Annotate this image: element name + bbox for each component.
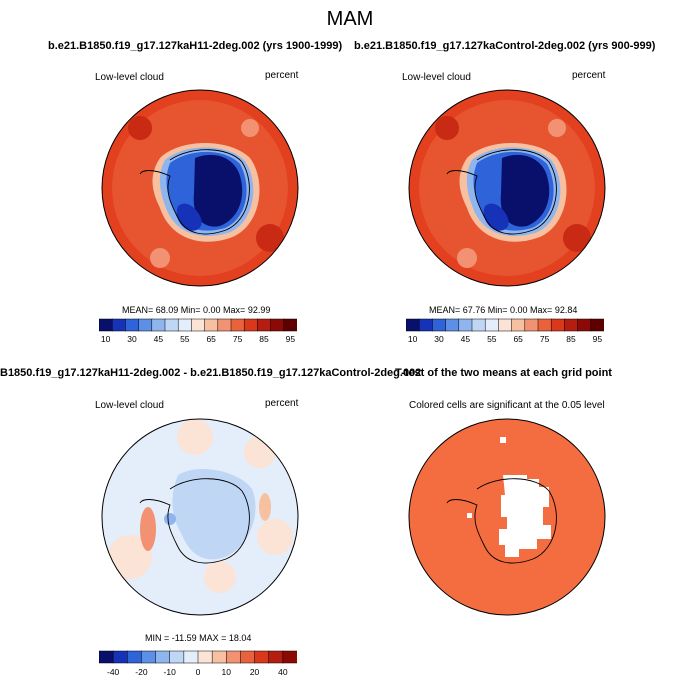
- colorbar-tick-label: 20: [249, 667, 260, 677]
- panel-1-variable-label: Low-level cloud: [95, 72, 164, 83]
- panel-3-colorbar: [99, 650, 297, 664]
- colorbar-swatch: [183, 650, 199, 664]
- colorbar-swatch: [111, 318, 126, 332]
- colorbar-tick-label: 10: [407, 334, 418, 344]
- colorbar-swatch: [268, 650, 284, 664]
- colorbar-tick-label: 65: [206, 334, 216, 344]
- colorbar-swatch: [99, 650, 114, 664]
- colorbar-swatch: [197, 650, 213, 664]
- panel-3-units-label: percent: [265, 398, 299, 409]
- colorbar-swatch: [418, 318, 433, 332]
- colorbar-swatch: [191, 318, 206, 332]
- map-panel-4: [408, 418, 606, 616]
- map-panel-2: [408, 89, 606, 287]
- colorbar-swatch: [432, 318, 447, 332]
- colorbar-swatch: [564, 318, 579, 332]
- colorbar-swatch: [112, 650, 128, 664]
- panel-1-stats: MEAN= 68.09 Min= 0.00 Max= 92.99: [122, 305, 271, 315]
- colorbar-swatch: [282, 650, 297, 664]
- colorbar-swatch: [550, 318, 565, 332]
- colorbar-swatch: [230, 318, 245, 332]
- colorbar-swatch: [471, 318, 486, 332]
- colorbar-tick-label: 0: [195, 667, 201, 677]
- panel-1-units-label: percent: [265, 70, 299, 81]
- panel-3-variable-label: Low-level cloud: [95, 400, 164, 411]
- colorbar-swatch: [537, 318, 552, 332]
- colorbar-swatch: [498, 318, 513, 332]
- colorbar-swatch: [243, 318, 258, 332]
- colorbar-swatch: [257, 318, 272, 332]
- colorbar-swatch: [138, 318, 153, 332]
- colorbar-swatch: [458, 318, 473, 332]
- colorbar-tick-label: 45: [153, 334, 164, 344]
- colorbar-swatch: [524, 318, 539, 332]
- panel-1-title: b.e21.B1850.f19_g17.127kaH11-2deg.002 (y…: [48, 40, 343, 52]
- colorbar-tick-label: -20: [135, 667, 148, 677]
- colorbar-swatch: [445, 318, 460, 332]
- colorbar-tick-label: 65: [513, 334, 523, 344]
- panel-2-variable-label: Low-level cloud: [402, 72, 471, 83]
- colorbar-swatch: [155, 650, 171, 664]
- colorbar-swatch: [127, 650, 142, 664]
- panel-3-stats: MIN = -11.59 MAX = 18.04: [145, 633, 252, 643]
- colorbar-tick-label: 10: [221, 667, 232, 677]
- colorbar-swatch: [164, 318, 179, 332]
- colorbar-swatch: [204, 318, 219, 332]
- colorbar-swatch: [99, 318, 113, 332]
- colorbar-swatch: [141, 650, 157, 664]
- colorbar-tick-label: 40: [278, 667, 288, 677]
- colorbar-swatch: [484, 318, 499, 332]
- colorbar-swatch: [240, 650, 256, 664]
- colorbar-swatch: [270, 318, 285, 332]
- panel-1-colorbar: [99, 318, 297, 332]
- panel-2-colorbar: [406, 318, 604, 332]
- colorbar-swatch: [254, 650, 270, 664]
- colorbar-swatch: [169, 650, 185, 664]
- colorbar-swatch: [151, 318, 166, 332]
- panel-2-title: b.e21.B1850.f19_g17.127kaControl-2deg.00…: [354, 40, 656, 52]
- panel-4-significance-note: Colored cells are significant at the 0.0…: [409, 400, 605, 411]
- colorbar-swatch: [511, 318, 526, 332]
- colorbar-tick-label: 55: [180, 334, 190, 344]
- colorbar-swatch: [590, 318, 604, 332]
- colorbar-swatch: [577, 318, 592, 332]
- colorbar-tick-label: 55: [487, 334, 497, 344]
- colorbar-tick-label: 85: [566, 334, 576, 344]
- colorbar-swatch: [177, 318, 192, 332]
- colorbar-swatch: [217, 318, 232, 332]
- colorbar-swatch: [211, 650, 227, 664]
- panel-1-colorbar-ticks: 10 30 45 55 65 75 85 95: [99, 334, 297, 346]
- colorbar-tick-label: 75: [539, 334, 550, 344]
- map-panel-3: [101, 418, 299, 616]
- panel-2-colorbar-ticks: 10 30 45 55 65 75 85 95: [406, 334, 604, 346]
- colorbar-swatch: [406, 318, 420, 332]
- colorbar-tick-label: -10: [163, 667, 176, 677]
- panel-3-title: B1850.f19_g17.127kaH11-2deg.002 - b.e21.…: [0, 367, 422, 379]
- panel-3-colorbar-ticks: -40 -20 -10 0 10 20 40: [99, 667, 297, 679]
- colorbar-tick-label: 85: [259, 334, 269, 344]
- colorbar-swatch: [283, 318, 297, 332]
- colorbar-swatch: [226, 650, 241, 664]
- colorbar-tick-label: 30: [434, 334, 444, 344]
- colorbar-tick-label: 75: [232, 334, 243, 344]
- colorbar-tick-label: 10: [100, 334, 111, 344]
- colorbar-tick-label: 95: [285, 334, 296, 344]
- colorbar-tick-label: 30: [127, 334, 137, 344]
- colorbar-tick-label: 95: [592, 334, 603, 344]
- colorbar-tick-label: 45: [460, 334, 471, 344]
- map-panel-1: [101, 89, 299, 287]
- panel-4-title: T-test of the two means at each grid poi…: [395, 367, 612, 379]
- colorbar-tick-label: -40: [106, 667, 120, 677]
- figure-title: MAM: [326, 8, 374, 30]
- panel-2-units-label: percent: [572, 70, 606, 81]
- colorbar-swatch: [125, 318, 140, 332]
- panel-2-stats: MEAN= 67.76 Min= 0.00 Max= 92.84: [429, 305, 578, 315]
